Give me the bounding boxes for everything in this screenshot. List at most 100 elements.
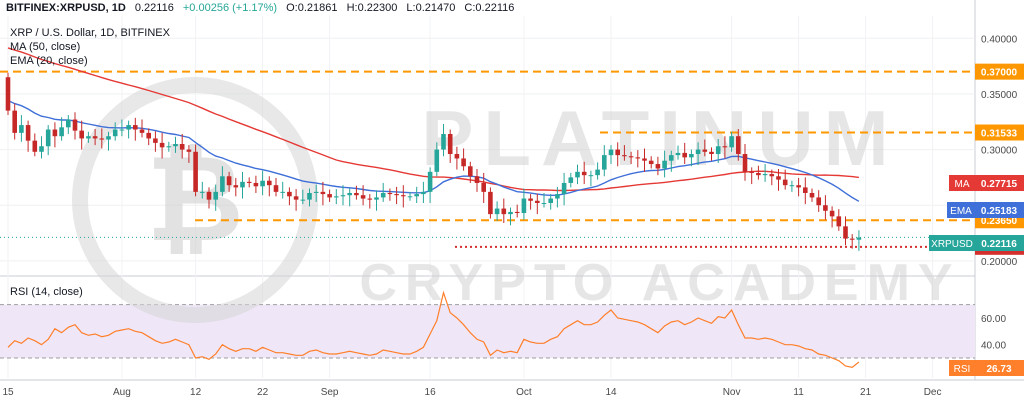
candle-body	[702, 149, 708, 152]
tag-label-box	[929, 235, 975, 251]
candle-body	[796, 185, 801, 188]
ema-20-line	[7, 99, 860, 202]
tag-value-box	[975, 124, 1024, 141]
low-label: L:	[406, 2, 416, 14]
symbol-label[interactable]: BITFINEX:XRPUSD, 1D	[6, 2, 126, 14]
candle-body	[59, 127, 64, 137]
low-value: 0.21470	[415, 2, 456, 14]
candle-body	[776, 176, 781, 180]
time-tick-label: 11	[793, 387, 804, 398]
candle-body	[548, 198, 553, 203]
ma-50-line	[7, 47, 859, 192]
time-tick-label: 14	[605, 387, 617, 398]
candle-body	[380, 192, 386, 198]
candle-body	[407, 196, 413, 198]
tag-value: 0.25183	[981, 206, 1018, 217]
candle-body	[139, 129, 145, 133]
last-price: 0.22116	[134, 2, 174, 14]
candle-body	[809, 192, 815, 198]
candles[interactable]	[5, 72, 862, 251]
time-tick-label: Sep	[321, 387, 339, 398]
candle-body	[488, 191, 493, 215]
candle-body	[173, 144, 178, 147]
candle-body	[19, 125, 24, 133]
candle-body	[320, 191, 326, 195]
tag-value-box	[975, 235, 1024, 251]
high-value: 0.22300	[357, 2, 398, 14]
candle-body	[588, 175, 594, 177]
candle-body	[427, 171, 433, 192]
price-tick-label: 0.20000	[981, 257, 1018, 268]
candle-body	[354, 192, 359, 196]
time-tick-label: 12	[190, 387, 202, 398]
tag-label-box	[949, 360, 975, 376]
candle-body	[742, 154, 748, 172]
candle-body	[782, 179, 788, 186]
candle-body	[749, 171, 754, 173]
candle-body	[474, 176, 480, 183]
legend-rsi[interactable]: RSI (14, close)	[10, 286, 83, 298]
candle-body	[246, 181, 252, 183]
candle-body	[434, 149, 440, 172]
candle-body	[106, 136, 111, 140]
candle-body	[635, 157, 641, 159]
candle-body	[642, 158, 647, 161]
candle-body	[521, 198, 527, 214]
candle-body	[313, 191, 319, 193]
open-value: 0.21861	[297, 2, 338, 14]
rsi-line	[7, 290, 860, 368]
candle-body	[186, 149, 192, 152]
candle-body	[387, 192, 393, 195]
price-tags: 0.370000.315330.236500.21262MA0.27715EMA…	[929, 63, 1024, 376]
time-tick-label: Aug	[113, 387, 131, 398]
candle-body	[12, 110, 17, 133]
candle-body	[756, 172, 761, 176]
candle-body	[468, 166, 473, 177]
tag-value: 0.37000	[981, 68, 1018, 79]
candle-body	[394, 194, 399, 196]
tag-value: 0.22116	[981, 239, 1017, 250]
candle-body	[514, 211, 520, 214]
candle-body	[200, 191, 205, 193]
tag-value: 0.31533	[981, 129, 1018, 140]
candle-body	[648, 160, 654, 165]
candle-body	[39, 146, 44, 152]
candle-body	[300, 199, 306, 201]
candle-body	[729, 136, 734, 148]
candle-body	[233, 185, 239, 188]
candle-body	[66, 119, 71, 128]
candle-body	[675, 152, 681, 156]
candle-body	[45, 129, 51, 147]
candle-body	[682, 152, 687, 158]
candle-body	[347, 192, 352, 196]
candle-body	[273, 185, 279, 192]
candle-body	[602, 155, 607, 170]
tag-label: XRPUSD	[931, 239, 973, 250]
candle-body	[179, 144, 185, 150]
candle-body	[823, 205, 828, 211]
candle-body	[133, 125, 138, 130]
candle-body	[287, 191, 292, 197]
candle-body	[206, 191, 212, 200]
legend-ema[interactable]: EMA (20, close)	[10, 55, 88, 67]
price-tick-label: 0.30000	[981, 146, 1018, 157]
candle-body	[253, 182, 259, 187]
price-axis: 0.200000.250000.300000.350000.4000040.00…	[981, 34, 1018, 351]
candle-body	[52, 129, 58, 137]
candle-body	[608, 149, 614, 156]
candle-body	[856, 237, 862, 240]
legend-ma[interactable]: MA (50, close)	[10, 41, 81, 53]
candle-body	[340, 195, 346, 197]
candle-body	[494, 208, 500, 215]
tag-label-box	[947, 202, 975, 218]
candle-body	[307, 192, 312, 200]
close-label: C:	[464, 2, 476, 14]
tag-value: 26.73	[986, 364, 1011, 375]
candle-body	[461, 158, 466, 167]
candle-body	[628, 156, 634, 158]
candle-body	[615, 149, 620, 156]
time-tick-label: Dec	[924, 387, 942, 398]
candle-body	[709, 151, 714, 155]
candle-body	[535, 200, 540, 203]
